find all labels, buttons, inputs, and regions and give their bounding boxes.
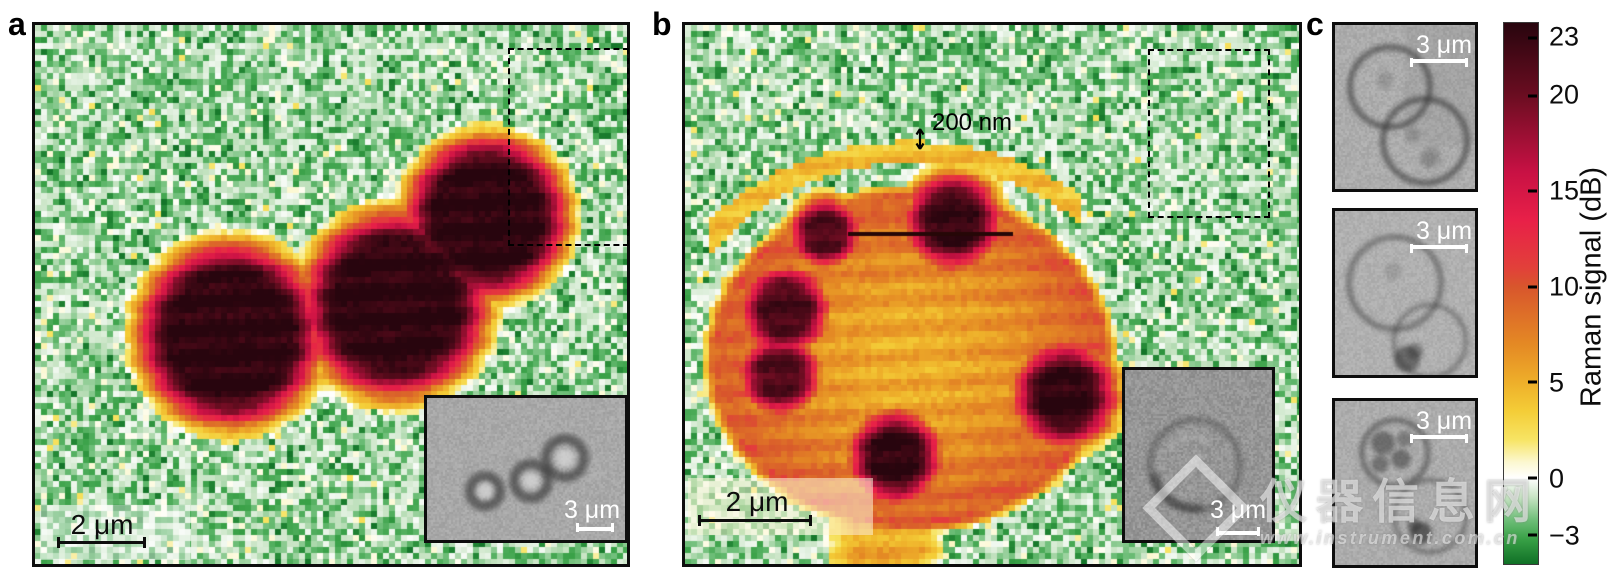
panel-c-image-2 (1332, 208, 1478, 378)
panel-a-inset-brightfield (424, 395, 628, 543)
panel-c-image-3 (1332, 398, 1478, 568)
colorbar (1503, 22, 1539, 565)
panel-c-image-2-canvas (1335, 211, 1475, 375)
colorbar-tick-label: −3 (1549, 520, 1580, 551)
panel-b-scalebar-text: 2 μm (725, 486, 789, 517)
colorbar-tick-label: 15 (1549, 175, 1580, 206)
panel-c-image-3-canvas (1335, 401, 1475, 565)
panel-b-inset-brightfield (1122, 367, 1275, 543)
panel-c-image-1-scalebar-text: 3 μm (1415, 31, 1473, 59)
colorbar-tick-label: 23 (1549, 21, 1580, 52)
panel-a-scalebar-text: 2 μm (70, 509, 134, 540)
panel-a-scalebar-line (57, 537, 146, 548)
panel-c-image-2-scalebar-line (1410, 244, 1468, 253)
panel-c-image-3-scalebar-text: 3 μm (1415, 407, 1473, 435)
panel-c-image-1-canvas (1335, 25, 1475, 189)
panel-b-inset-scalebar-line (1216, 527, 1260, 536)
colorbar-tick-label: 0 (1549, 463, 1565, 494)
panel-a-inset-scalebar-text: 3 μm (563, 496, 621, 524)
colorbar-tick (1528, 476, 1537, 480)
colorbar-tick-label: 10 (1549, 271, 1580, 302)
panel-c-image-2-scalebar-text: 3 μm (1415, 217, 1473, 245)
colorbar-tick (1528, 189, 1537, 193)
panel-b-inset-scalebar-text: 3 μm (1209, 496, 1267, 524)
panel-a-inset-canvas (427, 398, 625, 540)
panel-b-scalebar-line (698, 515, 812, 526)
panel-b-label: b (652, 6, 672, 42)
colorbar-tick (1528, 533, 1537, 537)
panel-a-inset-scalebar-line (576, 523, 614, 532)
panel-b-200nm-annotation: 200 nm (931, 109, 1013, 136)
panel-c-image-1 (1332, 22, 1478, 192)
colorbar-tick (1528, 380, 1537, 384)
panel-a-roi-rect (508, 48, 629, 246)
panel-b-scalebar-backdrop (688, 478, 873, 535)
panel-a-label: a (8, 6, 26, 42)
panel-b-roi-rect (1148, 49, 1270, 218)
colorbar-tick (1528, 285, 1537, 289)
colorbar-tick (1528, 36, 1537, 40)
colorbar-tick-label: 20 (1549, 79, 1580, 110)
panel-b-inset-canvas (1125, 370, 1272, 540)
panel-c-image-3-scalebar-line (1410, 434, 1468, 443)
panel-c-label: c (1306, 6, 1324, 42)
panel-b-200nm-arrow-icon (915, 128, 925, 150)
colorbar-tick (1528, 94, 1537, 98)
colorbar-tick-label: 5 (1549, 367, 1565, 398)
panel-c-image-1-scalebar-line (1410, 58, 1468, 67)
panel-a-scalebar-backdrop (40, 505, 190, 560)
colorbar-axis-label: Raman signal (dB) (1575, 166, 1608, 408)
